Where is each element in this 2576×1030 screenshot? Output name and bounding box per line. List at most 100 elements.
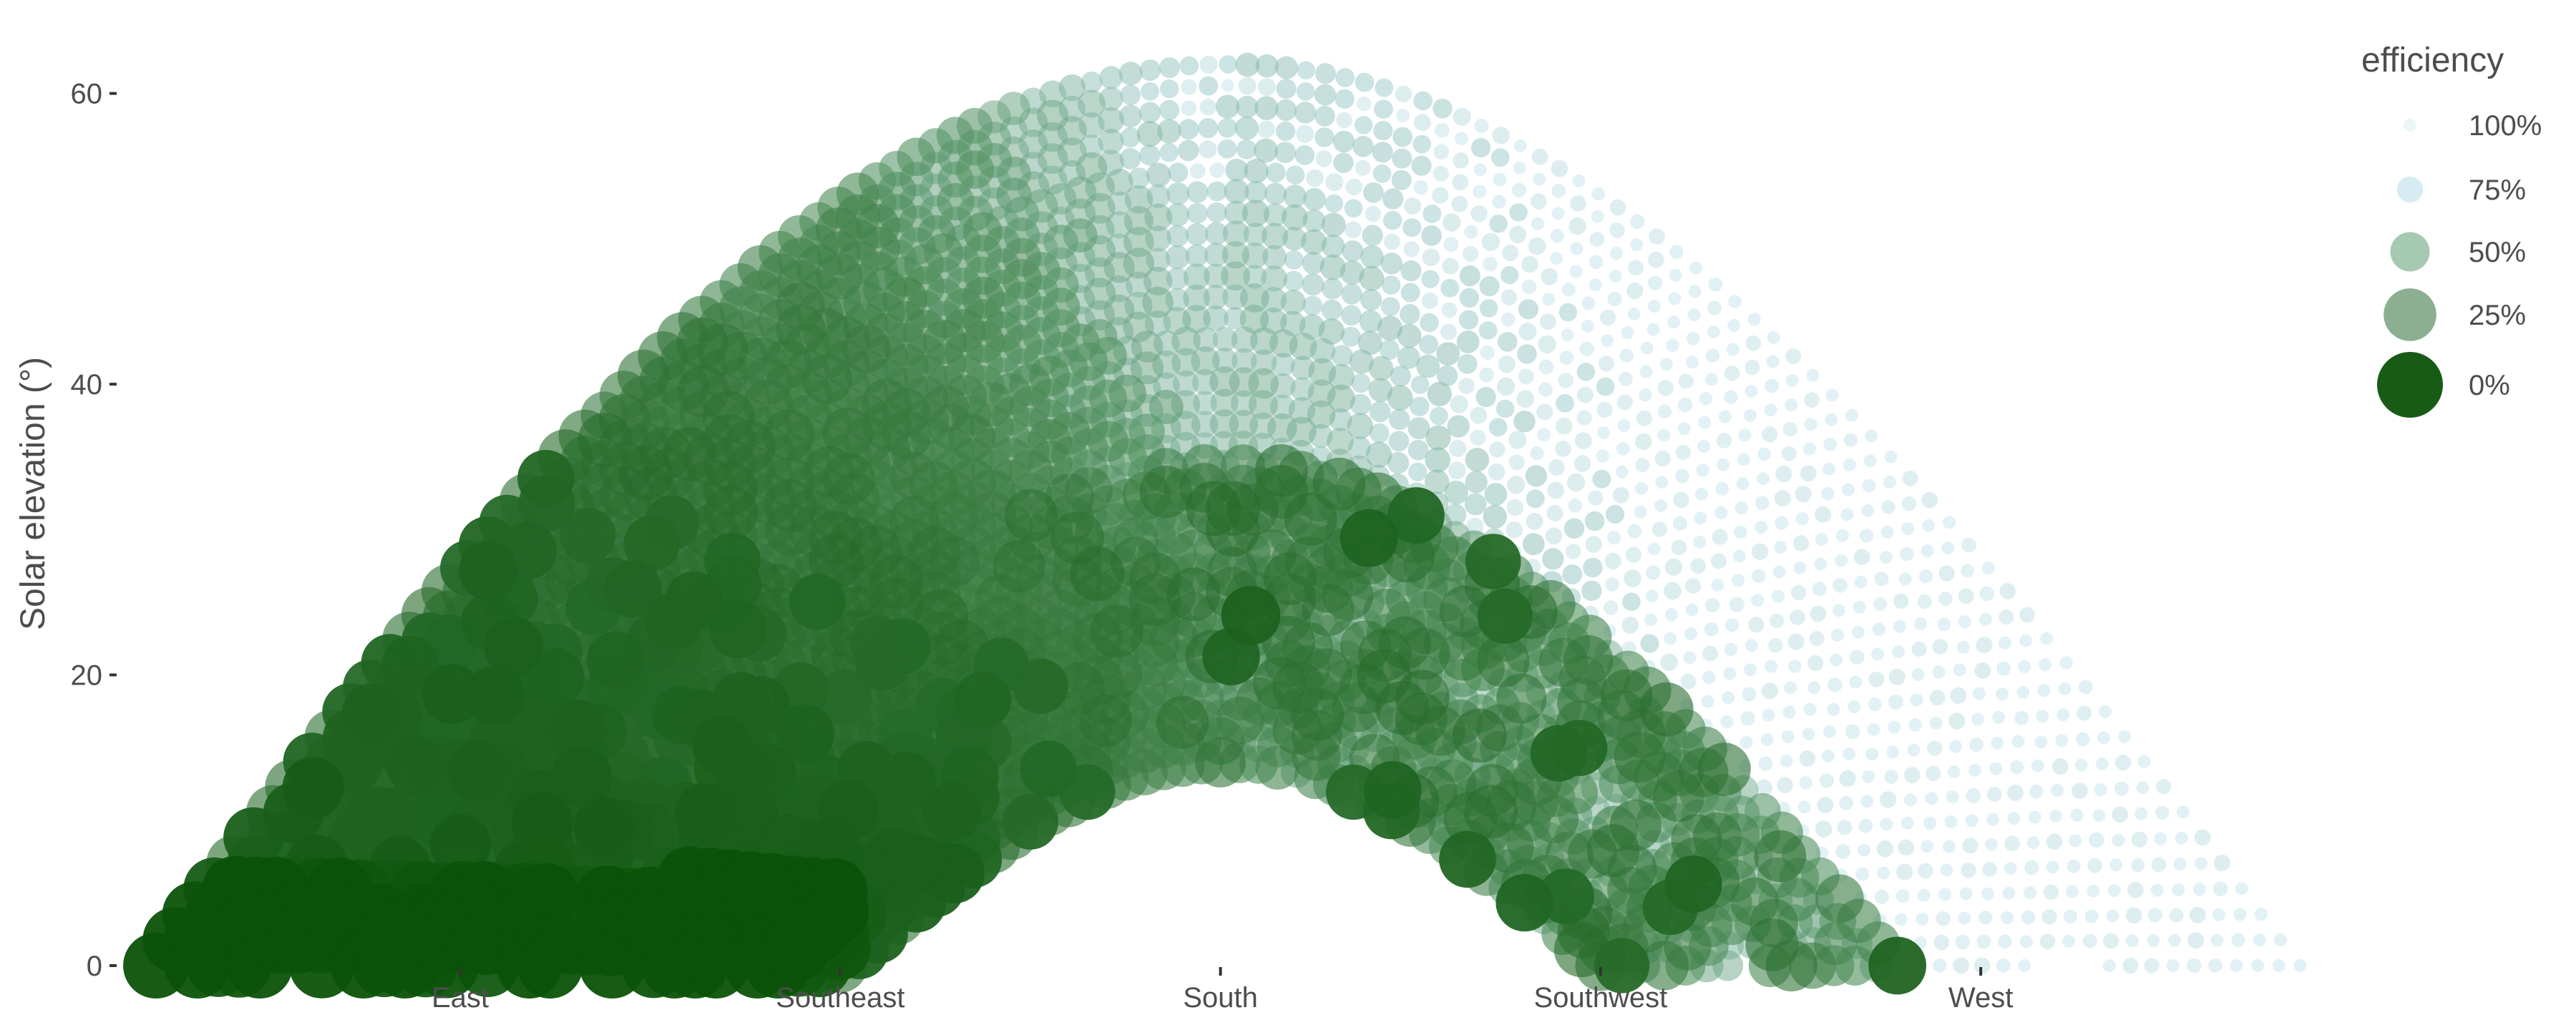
data-point — [1654, 499, 1667, 513]
data-point — [1723, 667, 1737, 680]
data-point — [1333, 152, 1354, 173]
data-point — [547, 700, 608, 760]
data-point — [1832, 604, 1845, 617]
data-point — [1235, 116, 1259, 140]
data-point — [1809, 631, 1825, 647]
data-point — [2087, 884, 2100, 898]
data-point — [1402, 218, 1422, 237]
data-point — [1513, 161, 1526, 175]
data-point — [1294, 102, 1317, 124]
data-point — [1156, 696, 1209, 749]
data-point — [2040, 632, 2054, 645]
data-point — [2131, 858, 2145, 873]
data-point — [1508, 454, 1525, 471]
data-point — [1596, 401, 1613, 418]
data-point — [2122, 957, 2139, 974]
data-point — [1410, 396, 1430, 416]
data-point — [1598, 355, 1614, 372]
data-point — [1698, 416, 1712, 429]
data-point — [1715, 481, 1729, 496]
data-point — [1387, 487, 1445, 544]
data-point — [1962, 838, 1979, 854]
data-point — [1182, 305, 1211, 333]
data-point — [1296, 82, 1315, 101]
data-point — [1464, 785, 1518, 839]
data-point — [1244, 180, 1267, 204]
data-point — [1360, 245, 1384, 269]
data-point — [1825, 413, 1838, 426]
data-point — [996, 177, 1032, 213]
data-point — [1671, 539, 1687, 556]
data-point — [1561, 328, 1574, 342]
data-point — [1550, 229, 1564, 243]
data-point — [1657, 404, 1672, 418]
data-point — [1380, 297, 1400, 317]
x-tick-label: East — [431, 982, 489, 1014]
data-point — [1845, 724, 1860, 740]
data-point — [1908, 718, 1922, 732]
data-point — [1999, 583, 2016, 599]
data-point — [1904, 793, 1918, 807]
data-point — [2176, 805, 2190, 819]
data-point — [1186, 481, 1241, 536]
data-point — [1851, 625, 1865, 639]
data-point — [1791, 584, 1807, 601]
legend-label: 50% — [2469, 237, 2526, 268]
data-point — [1224, 179, 1249, 204]
data-point — [1732, 549, 1746, 563]
data-point — [1324, 194, 1344, 213]
data-point — [1341, 305, 1362, 326]
data-point — [2011, 735, 2025, 748]
data-point — [1345, 178, 1362, 196]
data-point — [1948, 712, 1966, 730]
data-point — [1390, 366, 1412, 387]
data-point — [1395, 670, 1450, 725]
data-point — [1368, 355, 1394, 381]
data-point — [1916, 913, 1929, 926]
data-point — [1355, 72, 1375, 92]
data-point — [1433, 144, 1450, 160]
data-point — [573, 797, 635, 858]
data-point — [1363, 182, 1384, 203]
data-point — [1276, 79, 1297, 99]
data-point — [1142, 286, 1174, 318]
data-point — [1697, 440, 1710, 453]
data-point — [1938, 565, 1955, 582]
data-point — [1400, 304, 1420, 325]
data-point — [1708, 278, 1722, 292]
data-point — [803, 878, 869, 945]
data-point — [1308, 358, 1337, 386]
data-point — [1840, 508, 1854, 521]
data-point — [1998, 934, 2012, 949]
data-point — [1892, 645, 1906, 659]
data-point — [1635, 458, 1650, 473]
data-point — [1769, 613, 1785, 629]
data-point — [1865, 747, 1879, 761]
data-point — [1754, 521, 1768, 534]
x-axis: East Southeast South Southwest West — [431, 967, 2013, 1014]
data-point — [1724, 366, 1740, 381]
data-point — [1501, 265, 1519, 285]
data-point — [1410, 375, 1430, 394]
data-point — [1807, 681, 1821, 695]
data-point — [1530, 795, 1579, 844]
data-point — [1863, 454, 1877, 468]
data-point — [1888, 720, 1901, 734]
data-point — [2039, 933, 2056, 950]
data-point — [1433, 165, 1449, 182]
data-point — [1253, 657, 1306, 710]
data-point — [1037, 143, 1068, 175]
data-point — [1423, 205, 1442, 223]
data-point — [1541, 268, 1558, 285]
x-tick-label: Southwest — [1533, 982, 1667, 1014]
data-point — [1355, 160, 1371, 176]
data-point — [1327, 384, 1355, 413]
data-point — [1814, 557, 1828, 571]
data-point — [1459, 265, 1480, 287]
data-point — [1639, 941, 1689, 991]
data-point — [1760, 732, 1774, 746]
data-point — [1933, 934, 1950, 951]
legend-key-circle — [2396, 176, 2424, 203]
data-point — [1217, 139, 1237, 159]
